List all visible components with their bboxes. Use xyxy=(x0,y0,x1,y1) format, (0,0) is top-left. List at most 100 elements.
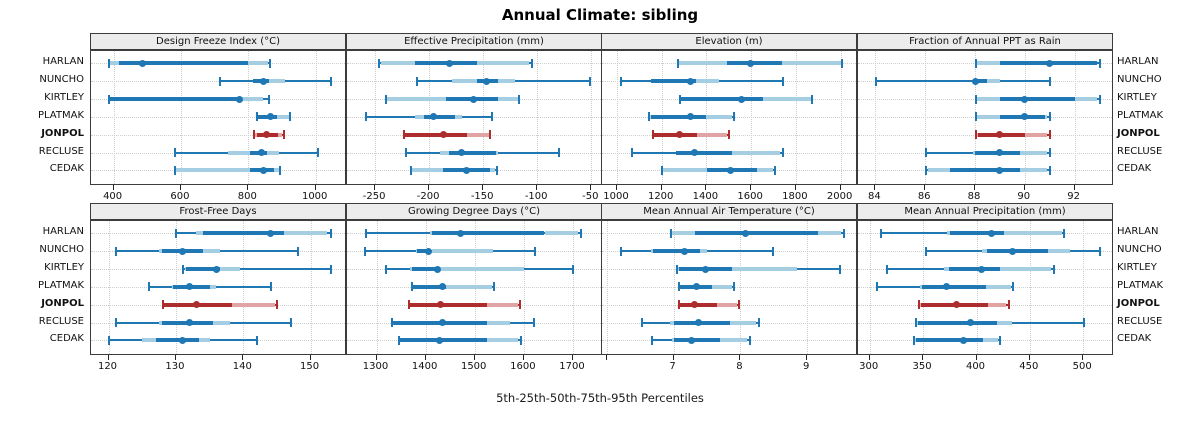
axis-tick xyxy=(375,355,377,360)
outer-band-low xyxy=(411,168,444,173)
outer-band-high xyxy=(231,302,275,307)
outer-band-high xyxy=(209,284,217,289)
outer-band-high xyxy=(700,249,707,254)
median-dot xyxy=(702,265,710,273)
median-dot xyxy=(693,283,701,291)
outer-band-low xyxy=(409,267,412,271)
interval-harlan xyxy=(347,221,601,354)
axis-tick-label: 1600 xyxy=(737,191,763,202)
median-dot xyxy=(192,301,200,309)
iqr-band xyxy=(676,150,733,155)
whisker-cap-high xyxy=(757,318,760,328)
outer-band-high xyxy=(248,61,268,66)
iqr-band xyxy=(411,267,441,271)
interval-platmak xyxy=(602,51,856,184)
iqr-band xyxy=(653,249,701,254)
axis-tick-label: 1500 xyxy=(460,361,487,372)
outer-band-low xyxy=(663,168,708,173)
whisker-cap-low xyxy=(676,58,679,68)
outer-band-high xyxy=(199,338,210,343)
interval-platmak xyxy=(347,221,601,354)
interval-kirtley xyxy=(602,51,856,184)
strip-effective-precipitation-mm: Effective Precipitation (mm) xyxy=(346,33,602,50)
interval-jonpol xyxy=(91,51,345,184)
axis-tick-label: 400 xyxy=(965,361,986,372)
gridline-horizontal xyxy=(91,134,345,136)
axis-tick xyxy=(314,185,316,190)
median-dot xyxy=(139,59,147,67)
median-dot xyxy=(996,131,1004,139)
outer-band-high xyxy=(1074,97,1098,101)
interval-jonpol xyxy=(858,221,1112,354)
outer-band-high xyxy=(986,284,1011,289)
axis-tick xyxy=(1023,185,1025,190)
iqr-band xyxy=(653,132,698,137)
outer-band-low xyxy=(451,79,477,84)
axis-tick xyxy=(179,185,181,190)
whisker-cap-low xyxy=(402,130,405,140)
outer-band-low xyxy=(429,231,432,236)
median-dot xyxy=(257,149,265,157)
iqr-band xyxy=(694,231,818,236)
interval-nuncho xyxy=(91,51,345,184)
median-dot xyxy=(425,247,433,255)
whisker-cap-low xyxy=(148,282,151,292)
station-label-left-jonpol: JONPOL xyxy=(41,297,84,309)
outer-band-low xyxy=(184,267,186,271)
interval-recluse xyxy=(858,51,1112,184)
axis-tick-label: 1000 xyxy=(301,191,328,202)
whisker-cap-high xyxy=(840,58,843,68)
median-dot xyxy=(687,77,695,85)
median-dot xyxy=(259,166,267,174)
whisker-cap-high xyxy=(269,282,272,292)
outer-band-low xyxy=(975,61,1000,66)
outer-band-low xyxy=(975,97,1000,101)
outer-band-high xyxy=(1019,168,1048,173)
interval-harlan xyxy=(858,51,1112,184)
iqr-band xyxy=(185,267,220,271)
axis-tick xyxy=(868,355,870,360)
whisker-cap-high xyxy=(774,165,777,175)
outer-band-high xyxy=(1044,114,1048,119)
whisker-cap-high xyxy=(737,300,740,310)
whisker-cap-high xyxy=(268,94,271,104)
median-dot xyxy=(690,301,698,309)
median-dot xyxy=(433,265,441,273)
whisker-cap-high xyxy=(580,228,583,238)
interval-platmak xyxy=(347,51,601,184)
axis-tick xyxy=(247,185,249,190)
interval-jonpol xyxy=(858,51,1112,184)
whisker-cap-high xyxy=(1052,264,1055,274)
outer-band-high xyxy=(498,97,518,101)
outer-band-high xyxy=(487,320,510,325)
median-dot xyxy=(179,336,187,344)
axis-tick-label: 350 xyxy=(912,361,932,372)
median-dot xyxy=(458,149,466,157)
axis-tick xyxy=(424,355,426,360)
median-dot xyxy=(263,131,271,139)
whisker-cap-low xyxy=(619,76,622,86)
outer-band-high xyxy=(695,79,719,84)
axis-tick xyxy=(536,185,538,190)
outer-band-low xyxy=(174,168,250,173)
interval-nuncho xyxy=(91,221,345,354)
outer-band-low xyxy=(650,249,654,254)
outer-band-low xyxy=(972,150,976,155)
outer-band-low xyxy=(108,61,119,66)
iqr-band xyxy=(155,338,200,343)
station-label-left-harlan: HARLAN xyxy=(42,226,84,238)
station-label-right-kirtley: KIRTLEY xyxy=(1117,92,1157,103)
strip-fraction-of-annual-ppt-as-rain: Fraction of Annual PPT as Rain xyxy=(857,33,1113,50)
axis-tick xyxy=(924,185,926,190)
whisker-cap-high xyxy=(1099,94,1102,104)
whisker-cap-low xyxy=(886,264,889,274)
median-dot xyxy=(179,247,187,255)
iqr-band xyxy=(413,284,447,289)
median-dot xyxy=(987,229,995,237)
whisker-cap-high xyxy=(558,148,561,158)
strip-elevation-m: Elevation (m) xyxy=(601,33,857,50)
median-dot xyxy=(439,283,447,291)
median-dot xyxy=(688,336,696,344)
axis-tick-label: 92 xyxy=(1067,191,1080,202)
whisker-cap-low xyxy=(175,228,178,238)
